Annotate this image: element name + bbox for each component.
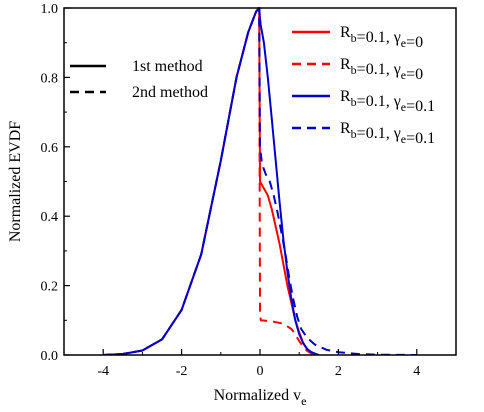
series-line-r-b-0-1-e-0-1-dashed [103, 7, 417, 355]
x-tick-label: -4 [97, 364, 109, 379]
x-tick-label: -2 [176, 364, 188, 379]
series-legend-label: Rb=0.1, γe=0.1 [340, 88, 435, 115]
method-legend-label: 2nd method [132, 84, 208, 101]
data-curves [103, 7, 417, 355]
y-tick-label: 0.2 [41, 280, 59, 295]
series-legend-label: Rb=0.1, γe=0 [340, 24, 423, 51]
y-tick-label: 0.0 [41, 349, 59, 364]
axis-ticks: -4 -2 0 2 4 0.0 0.2 0.4 0.6 0.8 1.0 [41, 2, 457, 379]
series-legend: Rb=0.1, γe=0 Rb=0.1, γe=0 Rb=0.1, γe=0.1 Rb… [292, 24, 435, 147]
y-tick-label: 0.6 [41, 141, 59, 156]
method-legend-label: 1st method [132, 58, 203, 75]
x-tick-label: 0 [257, 364, 264, 379]
x-tick-label: 4 [413, 364, 420, 379]
y-tick-label: 0.4 [41, 210, 59, 225]
x-axis-title: Normalized ve [214, 387, 307, 408]
y-tick-label: 0.8 [41, 71, 59, 86]
y-tick-label: 1.0 [41, 2, 59, 17]
y-axis-title: Normalized EVDF [7, 121, 24, 242]
method-legend: 1st method 2nd method [70, 58, 208, 101]
series-legend-label: Rb=0.1, γe=0.1 [340, 120, 435, 147]
series-legend-label: Rb=0.1, γe=0 [340, 56, 423, 83]
x-tick-label: 2 [335, 364, 342, 379]
